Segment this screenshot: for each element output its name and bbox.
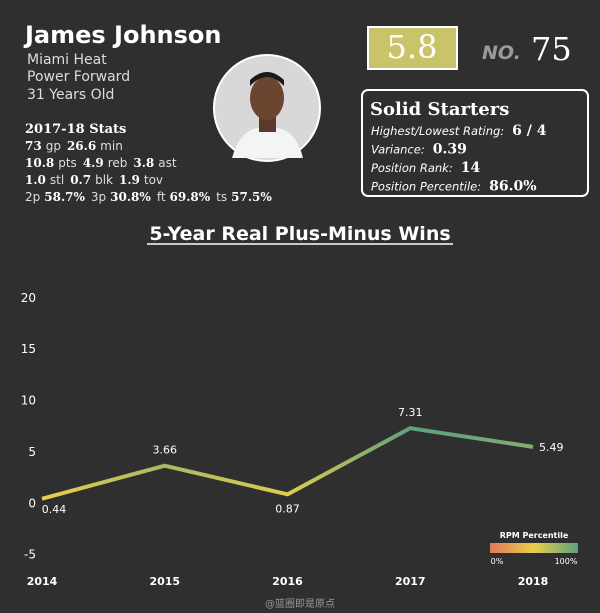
stat-label: blk — [95, 173, 113, 187]
position: Power Forward — [27, 69, 130, 85]
tier-value: 6 / 4 — [512, 123, 547, 139]
y-tick-label: 15 — [21, 342, 36, 356]
chart-title: 5-Year Real Plus-Minus Wins — [149, 223, 450, 245]
stat-label: tov — [144, 173, 163, 187]
stat-label: 3p — [91, 190, 106, 204]
stat-value: 10.8 — [25, 156, 54, 170]
rating-box — [367, 26, 458, 70]
tier-value: 14 — [461, 160, 481, 176]
value-label: 5.49 — [539, 441, 564, 454]
player-photo — [213, 54, 321, 162]
value-label: 0.44 — [42, 503, 67, 516]
x-tick-label: 2014 — [27, 575, 58, 588]
stat-value: 3.8 — [133, 156, 154, 170]
stat-value: 30.8% — [110, 190, 151, 204]
rank-prefix: NO. — [482, 42, 521, 64]
stats-title: 2017-18 Stats — [25, 122, 126, 137]
legend-title: RPM Percentile — [500, 531, 569, 540]
stat-label: stl — [50, 173, 64, 187]
tier-title: Solid Starters — [370, 99, 509, 120]
tier-label: Position Percentile: — [371, 180, 481, 194]
stat-label: ft — [157, 190, 166, 204]
tier-row: Variance: 0.39 — [371, 142, 467, 158]
y-tick-label: -5 — [24, 548, 36, 562]
stat-value: 57.5% — [231, 190, 272, 204]
legend-min: 0% — [491, 557, 504, 566]
y-tick-label: 0 — [28, 496, 36, 510]
stat-label: reb — [108, 156, 128, 170]
x-tick-label: 2017 — [395, 575, 426, 588]
team: Miami Heat — [27, 52, 107, 68]
legend-max: 100% — [555, 557, 578, 566]
stats: 73 gp 26.6 min 10.8 pts 4.9 reb 3.8 ast 1.0 stl 0.7 b… — [25, 139, 272, 204]
x-tick-label: 2015 — [149, 575, 180, 588]
age: 31 Years Old — [27, 87, 114, 103]
value-label: 3.66 — [153, 444, 178, 457]
y-tick-label: 10 — [21, 394, 36, 408]
tier-label: Highest/Lowest Rating: — [371, 124, 504, 138]
stat-value: 26.6 — [67, 139, 96, 153]
line — [41, 426, 534, 501]
watermark: @篮圈即是原点 — [265, 597, 335, 610]
stat-label: gp — [46, 139, 61, 153]
legend-gradient — [490, 543, 578, 553]
stat-line: 10.8 pts 4.9 reb 3.8 ast — [25, 156, 177, 170]
tier-value: 0.39 — [433, 142, 467, 158]
tier-box — [361, 89, 589, 197]
stat-line: 1.0 stl 0.7 blk 1.9 tov — [25, 173, 163, 187]
rank: 75 — [531, 30, 572, 68]
stat-label: 2p — [25, 190, 40, 204]
stat-value: 58.7% — [44, 190, 85, 204]
stat-line: 73 gp 26.6 min — [25, 139, 123, 153]
stat-label: ast — [158, 156, 177, 170]
tier-label: Variance: — [371, 143, 425, 157]
stat-value: 1.0 — [25, 173, 46, 187]
stat-value: 1.9 — [119, 173, 140, 187]
stat-value: 4.9 — [83, 156, 104, 170]
stat-label: min — [100, 139, 123, 153]
tier-label: Position Rank: — [371, 161, 453, 175]
rating: 5.8 — [387, 28, 438, 66]
tier-row: Highest/Lowest Rating: 6 / 4 — [371, 123, 547, 139]
player-name: James Johnson — [23, 21, 222, 49]
stat-value: 69.8% — [170, 190, 211, 204]
chart: -5 0 5 10 15 20 2014 2015 2016 2017 2018 0.44 3.66 0.… — [21, 291, 578, 588]
tier-value: 86.0% — [489, 179, 536, 195]
y-tick-label: 5 — [28, 445, 36, 459]
value-label: 7.31 — [398, 406, 423, 419]
stat-line: 2p 58.7% 3p 30.8% ft 69.8% ts 57.5% — [25, 190, 272, 204]
stat-value: 73 — [25, 139, 42, 153]
tier-rows: Highest/Lowest Rating: 6 / 4 Variance: 0.39… — [371, 123, 547, 195]
value-label: 0.87 — [275, 502, 300, 515]
stat-label: pts — [58, 156, 77, 170]
y-tick-label: 20 — [21, 291, 36, 305]
tier-row: Position Percentile: 86.0% — [371, 179, 537, 195]
x-tick-label: 2018 — [518, 575, 549, 588]
stat-label: ts — [216, 190, 227, 204]
tier-row: Position Rank: 14 — [371, 160, 480, 176]
stat-value: 0.7 — [70, 173, 91, 187]
x-tick-label: 2016 — [272, 575, 303, 588]
